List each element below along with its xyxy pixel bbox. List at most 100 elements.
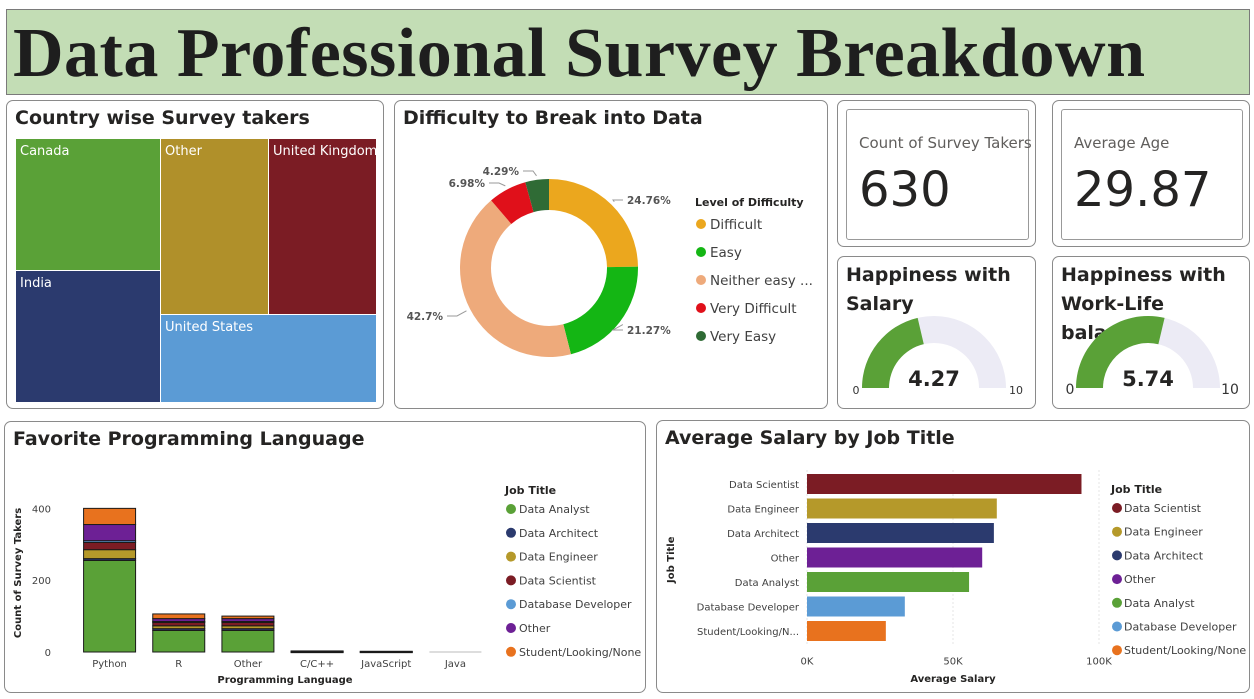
difficulty-donut-card: Difficulty to Break into Data 24.76% 21.2… <box>394 100 828 409</box>
lang-legend-label-student-looking-none: Student/Looking/None <box>519 646 641 659</box>
y-tick-label-data-scientist: Data Scientist <box>729 480 799 491</box>
bar-python-student-looking-none <box>83 507 137 526</box>
salary-legend-label-data-architect: Data Architect <box>1124 549 1204 562</box>
lang-legend-label-database-developer: Database Developer <box>519 598 632 611</box>
treemap-title: Country wise Survey takers <box>15 107 310 129</box>
donut-label-difficult: 24.76% <box>627 195 671 207</box>
gauge-fill <box>862 317 924 388</box>
donut-legend-label-very-difficult: Very Difficult <box>710 301 797 317</box>
donut-legend-label-neither-easy: Neither easy ... <box>710 273 813 289</box>
salary-legend-marker-data-architect <box>1112 550 1122 561</box>
donut-legend-label-very-easy: Very Easy <box>710 329 776 345</box>
lang-legend-marker-student-looking-none <box>506 646 516 657</box>
donut-legend-label-easy: Easy <box>710 245 742 261</box>
x-tick-label-javascript: JavaScript <box>360 659 411 670</box>
bar-data-analyst <box>807 572 970 592</box>
treemap-label-united-states: United States <box>165 320 254 335</box>
donut-legend-title: Level of Difficulty <box>695 196 804 209</box>
x-tick-label: 50K <box>943 657 963 668</box>
donut-legend-marker-neither-easy <box>696 275 706 285</box>
treemap-cell-other[interactable]: Other <box>160 138 269 315</box>
bar-data-engineer <box>807 498 997 519</box>
lang-legend-marker-data-architect <box>506 527 516 538</box>
salary-legend-marker-other <box>1112 574 1122 585</box>
bar-c-c-other <box>290 650 344 653</box>
donut-label-neither-easy: 42.7% <box>407 311 444 323</box>
donut-slice-easy[interactable] <box>563 266 638 355</box>
age-kpi-label: Average Age <box>1074 134 1170 152</box>
treemap-label-united-kingdom: United Kingdom <box>273 144 378 159</box>
donut-slice-neither-easy[interactable] <box>460 200 571 357</box>
x-tick-label-c-c: C/C++ <box>300 659 334 670</box>
x-tick-label-other: Other <box>234 659 263 670</box>
lang-legend-title: Job Title <box>504 484 556 497</box>
salary-gauge-card: Happiness with Salary 4.27 0 10 <box>837 256 1036 409</box>
salary-legend-title: Job Title <box>1110 483 1162 496</box>
x-tick-label: 0K <box>801 657 814 668</box>
count-kpi-label: Count of Survey Takers <box>859 134 1032 152</box>
gauge-max-label: 10 <box>1009 384 1023 397</box>
count-kpi-inner: Count of Survey Takers 630 <box>846 109 1032 240</box>
donut-legend-marker-very-difficult <box>696 303 706 313</box>
bar-other <box>807 547 983 568</box>
x-tick-label-python: Python <box>92 659 127 670</box>
salary-legend-label-student-looking-none: Student/Looking/None <box>1124 644 1246 657</box>
donut-slice-very-easy[interactable] <box>525 179 549 213</box>
lang-legend-marker-other <box>506 623 516 633</box>
bar-javascript-other <box>359 650 413 653</box>
donut-legend-marker-easy <box>696 247 706 257</box>
bar-other-student-looking-none <box>221 615 275 620</box>
bar-python-data-scientist <box>83 541 137 551</box>
salary-legend-label-other: Other <box>1124 573 1156 586</box>
lang-legend-label-data-analyst: Data Analyst <box>519 503 590 516</box>
lang-legend-marker-data-engineer <box>506 551 516 562</box>
treemap-cell-india[interactable]: India <box>15 270 161 403</box>
salary-legend-marker-data-scientist <box>1112 503 1122 513</box>
age-kpi-card: Average Age 29.87 <box>1052 100 1250 247</box>
y-tick-label: 0 <box>45 648 51 659</box>
y-tick-label-data-analyst: Data Analyst <box>735 578 799 589</box>
age-kpi-value: 29.87 <box>1074 162 1212 218</box>
donut-label-very-easy: 4.29% <box>483 166 520 178</box>
language-bar-chart: 0 200 400 Count of Survey Takers Programming… <box>13 484 641 686</box>
y-axis-title: Job Title <box>666 536 677 584</box>
lang-legend-marker-data-scientist <box>506 575 516 586</box>
salary-chart-card: Average Salary by Job Title 0K 50K 100K Dat… <box>656 420 1250 693</box>
bar-other-data-analyst <box>221 629 275 653</box>
donut-title: Difficulty to Break into Data <box>403 107 703 129</box>
y-tick-label-data-architect: Data Architect <box>727 529 799 540</box>
donut-label-easy: 21.27% <box>627 325 671 337</box>
donut-slice-difficult[interactable] <box>549 179 638 268</box>
treemap-cell-canada[interactable]: Canada <box>15 138 161 271</box>
x-axis-title: Programming Language <box>217 675 352 686</box>
bar-python-other <box>83 524 137 542</box>
bar-python-data-analyst <box>83 559 137 653</box>
treemap-cell-united-states[interactable]: United States <box>160 314 377 403</box>
bar-data-architect <box>807 523 994 543</box>
y-tick-label: 400 <box>32 504 51 515</box>
bar-student-looking-n <box>807 621 886 641</box>
donut-slice-very-difficult[interactable] <box>491 182 534 224</box>
gauge-value: 4.27 <box>908 367 960 391</box>
x-tick-label-r: R <box>175 659 182 670</box>
donut-chart: 24.76% 21.27% 42.7% 6.98%4.29% Level of Diff… <box>407 166 813 357</box>
y-tick-label-student-looking-n: Student/Looking/N... <box>697 627 799 638</box>
count-kpi-card: Count of Survey Takers 630 <box>837 100 1036 247</box>
donut-legend-label-difficult: Difficult <box>710 217 762 233</box>
treemap-cell-united-kingdom[interactable]: United Kingdom <box>268 138 377 315</box>
language-chart-card: Favorite Programming Language 0 200 400 Cou… <box>4 421 646 693</box>
salary-legend-marker-database-developer <box>1112 621 1122 632</box>
language-chart-title: Favorite Programming Language <box>13 428 365 450</box>
lang-legend-label-data-architect: Data Architect <box>519 527 599 540</box>
lang-legend-marker-data-analyst <box>506 504 516 514</box>
salary-gauge-title: Happiness with Salary <box>846 264 1011 315</box>
salary-legend-label-data-analyst: Data Analyst <box>1124 597 1195 610</box>
y-tick-label: 200 <box>32 576 51 587</box>
bar-database-developer <box>807 596 905 617</box>
age-kpi-inner: Average Age 29.87 <box>1061 109 1243 240</box>
worklife-gauge: 5.74 0 10 <box>1066 316 1239 398</box>
y-tick-label-database-developer: Database Developer <box>697 603 800 614</box>
bar-r-data-analyst <box>152 629 206 653</box>
gauge-min-label: 0 <box>853 384 860 397</box>
salary-bar-chart: 0K 50K 100K Data Scientist Data Engineer Data… <box>666 470 1246 685</box>
